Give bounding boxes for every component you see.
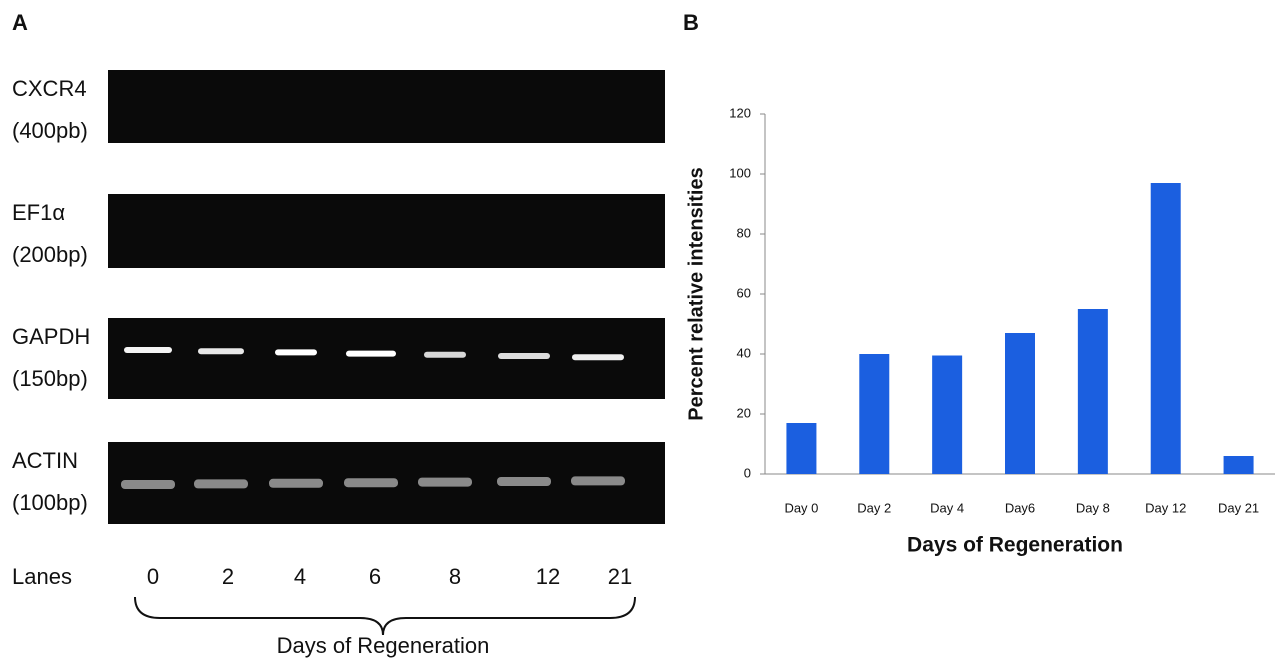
y-tick-label: 0 [744,465,751,480]
gene-label: CXCR4 [12,76,87,101]
x-axis-label: Days of Regeneration [277,633,490,658]
band [571,476,625,485]
gene-label: GAPDH [12,324,90,349]
lane-label: 2 [222,564,234,589]
bar [1224,456,1254,474]
gel [108,194,665,268]
x-axis-label: Days of Regeneration [907,534,1123,557]
band [275,349,317,355]
gel-panel: CXCR4 (400pb) EF1α (200bp) GAPDH (150bp) ACTIN… [12,70,665,524]
band [344,478,398,487]
band [424,352,466,358]
size-label: (200bp) [12,242,88,267]
x-tick-label: Day 8 [1076,500,1110,515]
y-tick-label: 80 [737,225,751,240]
x-tick-label: Day 21 [1218,500,1259,515]
gene-label: ACTIN [12,448,78,473]
lane-label: 12 [536,564,560,589]
y-axis-label: Percent relative intensities [685,167,707,420]
y-tick-label: 40 [737,345,751,360]
band [572,354,624,360]
bar [1151,183,1181,474]
x-tick-label: Day 0 [784,500,818,515]
band [194,479,248,488]
bar [1005,333,1035,474]
size-label: (400pb) [12,118,88,143]
lane-label: 4 [294,564,306,589]
bar [786,423,816,474]
lane-label: 0 [147,564,159,589]
panel-label: A [12,10,28,35]
y-tick-label: 100 [729,165,751,180]
x-tick-label: Day6 [1005,500,1035,515]
gene-label: EF1α [12,200,65,225]
bar [859,354,889,474]
x-tick-label: Day 12 [1145,500,1186,515]
bar [1078,309,1108,474]
bar [932,356,962,475]
band [497,477,551,486]
lanes-label: Lanes [12,564,72,589]
figure: A B CXCR4 (400pb) EF1α (200bp) GAPDH (150bp) A… [0,0,1286,663]
size-label: (150bp) [12,366,88,391]
y-tick-label: 60 [737,285,751,300]
panel-label: B [683,10,699,35]
band [418,478,472,487]
brace [135,597,635,635]
y-tick-label: 120 [729,105,751,120]
y-tick-label: 20 [737,405,751,420]
band [269,479,323,488]
x-tick-label: Day 2 [857,500,891,515]
lane-label: 6 [369,564,381,589]
x-tick-label: Day 4 [930,500,964,515]
band [198,348,244,354]
band [346,351,396,357]
band [121,480,175,489]
lane-label: 8 [449,564,461,589]
band [498,353,550,359]
gel [108,70,665,143]
lane-label: 21 [608,564,632,589]
size-label: (100bp) [12,490,88,515]
band [124,347,172,353]
